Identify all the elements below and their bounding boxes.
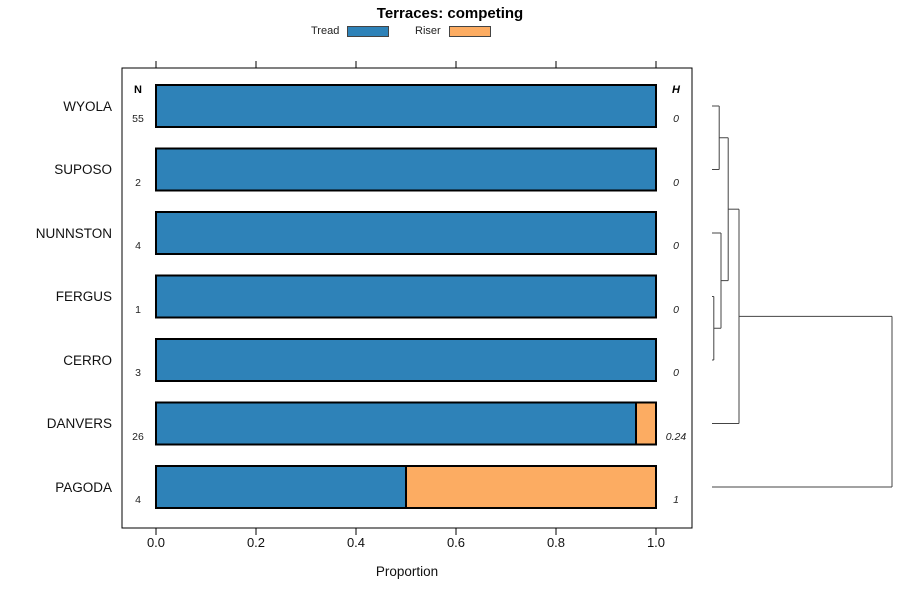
row-label-pagoda: PAGODA xyxy=(55,479,112,495)
x-axis-label: Proportion xyxy=(375,564,439,579)
n-column-header: N xyxy=(134,84,142,96)
x-tick-label: 0.8 xyxy=(546,535,566,550)
bar-segment-riser-pagoda xyxy=(405,465,657,509)
h-value-cerro: 0 xyxy=(673,367,679,379)
n-value-danvers: 26 xyxy=(132,430,144,443)
legend-swatch-riser xyxy=(448,25,491,37)
bar-segment-tread-nunnston xyxy=(155,211,657,255)
h-value-wyola: 0 xyxy=(673,113,679,125)
row-label-nunnston: NUNNSTON xyxy=(35,225,112,241)
row-label-cerro: CERRO xyxy=(63,352,112,368)
bar-segment-tread-cerro xyxy=(155,338,657,382)
legend-swatch-tread xyxy=(347,25,390,37)
legend-label-tread: Tread xyxy=(311,25,340,37)
h-value-pagoda: 1 xyxy=(673,494,679,506)
legend-item-tread: Tread xyxy=(311,25,390,37)
x-tick-label: 0.0 xyxy=(146,535,166,550)
x-tick-label: 0.2 xyxy=(246,535,266,550)
h-value-danvers: 0.24 xyxy=(665,430,687,443)
bar-segment-tread-fergus xyxy=(155,274,657,319)
bar-segment-tread-danvers xyxy=(155,401,637,446)
bar-segment-tread-wyola xyxy=(155,84,657,128)
x-tick-label: 0.4 xyxy=(346,535,366,550)
n-value-suposo: 2 xyxy=(135,176,141,189)
h-value-suposo: 0 xyxy=(673,176,679,189)
bar-segment-tread-pagoda xyxy=(155,465,407,509)
n-value-wyola: 55 xyxy=(132,113,144,125)
bar-segment-riser-danvers xyxy=(635,401,657,446)
plot-border xyxy=(121,67,693,529)
h-value-nunnston: 0 xyxy=(673,240,679,252)
row-label-fergus: FERGUS xyxy=(55,289,112,304)
chart-title: Terraces: competing xyxy=(376,5,524,22)
row-label-wyola: WYOLA xyxy=(63,98,112,114)
legend-item-riser: Riser xyxy=(415,25,491,37)
row-label-suposo: SUPOSO xyxy=(54,162,112,177)
n-value-pagoda: 4 xyxy=(135,494,141,506)
h-column-header: H xyxy=(672,84,680,96)
h-value-fergus: 0 xyxy=(673,303,679,316)
bar-segment-tread-suposo xyxy=(155,147,657,192)
n-value-nunnston: 4 xyxy=(135,240,141,252)
n-value-cerro: 3 xyxy=(135,367,141,379)
row-label-danvers: DANVERS xyxy=(46,416,112,431)
x-tick-label: 1.0 xyxy=(646,535,666,550)
x-tick-label: 0.6 xyxy=(446,535,466,550)
n-value-fergus: 1 xyxy=(135,303,141,316)
legend-label-riser: Riser xyxy=(415,25,441,37)
